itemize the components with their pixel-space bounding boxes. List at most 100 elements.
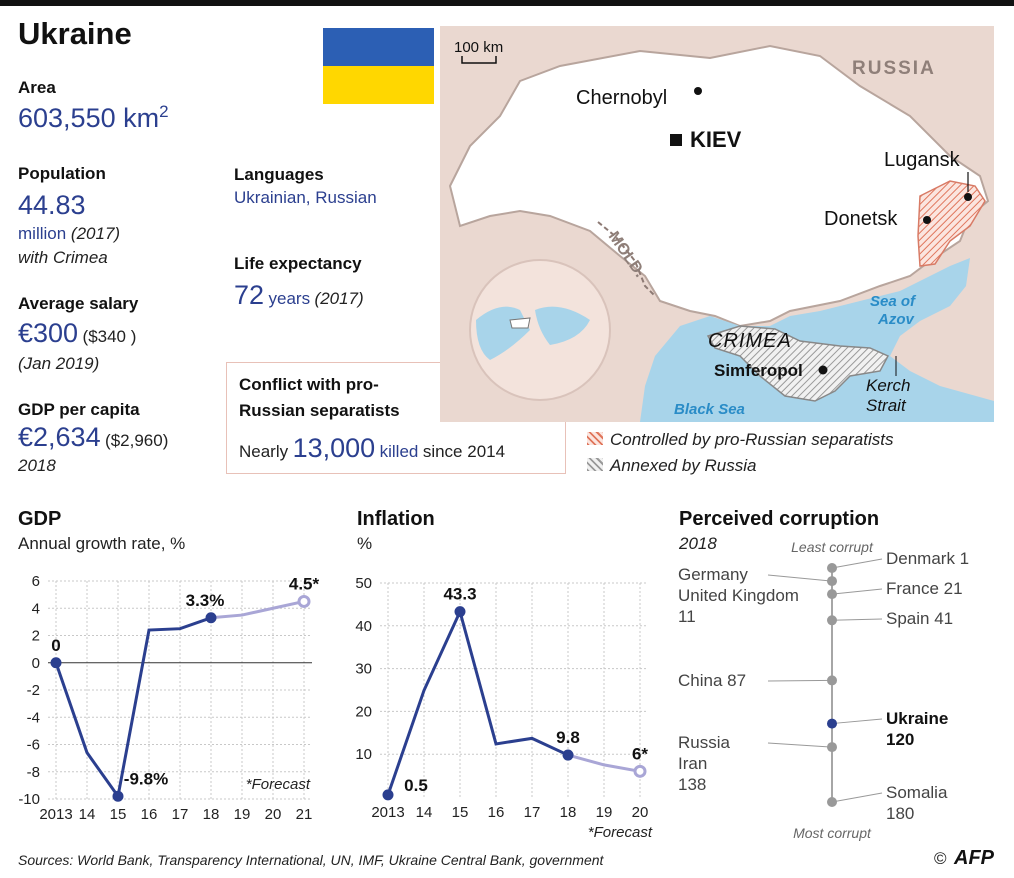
crimea-annexed bbox=[706, 325, 890, 402]
y-tick-label: 30 bbox=[355, 661, 372, 678]
data-point bbox=[297, 594, 311, 608]
kiev-marker bbox=[670, 134, 682, 146]
chernobyl-dot bbox=[694, 87, 702, 95]
corruption-marker bbox=[827, 589, 837, 600]
flag-blue-stripe bbox=[323, 28, 434, 66]
area-superscript: 2 bbox=[159, 102, 169, 121]
life-expectancy-year: (2017) bbox=[314, 289, 364, 308]
conflict-since: since 2014 bbox=[422, 442, 506, 461]
inflation-chart-title: Inflation bbox=[357, 508, 435, 530]
data-label: 43.3 bbox=[443, 585, 476, 604]
simferopol-dot bbox=[818, 365, 828, 375]
x-tick-label: 16 bbox=[141, 806, 158, 823]
corruption-marker bbox=[827, 615, 837, 626]
salary-usd: ($340 ) bbox=[82, 327, 137, 346]
salary-value: €300 bbox=[18, 318, 79, 348]
life-expectancy-label: Life expectancy bbox=[234, 254, 362, 273]
x-tick-label: 14 bbox=[79, 806, 96, 823]
life-expectancy-line: 72 years (2017) bbox=[234, 280, 364, 311]
simferopol-label: Simferopol bbox=[714, 361, 803, 380]
data-label: 4.5* bbox=[289, 574, 320, 593]
corruption-marker bbox=[827, 797, 837, 807]
donetsk-dot bbox=[923, 216, 931, 224]
corruption-leader bbox=[767, 742, 833, 748]
kerch-label-2: Strait bbox=[866, 396, 907, 415]
ukraine-territory bbox=[448, 44, 990, 328]
population-value: 44.83 bbox=[18, 190, 86, 220]
area-number: 603,550 km bbox=[18, 103, 160, 133]
corruption-entry-text: 180 bbox=[886, 804, 914, 823]
lugansk-dot bbox=[964, 193, 972, 201]
corruption-entry-text: 138 bbox=[678, 775, 706, 794]
y-tick-label: 10 bbox=[355, 746, 372, 763]
salary-date: (Jan 2019) bbox=[18, 354, 100, 373]
x-tick-label: 20 bbox=[265, 806, 282, 823]
x-tick-label: 16 bbox=[488, 804, 505, 821]
data-label: 6* bbox=[632, 744, 648, 763]
corruption-year: 2018 bbox=[679, 534, 717, 553]
population-label: Population bbox=[18, 164, 106, 183]
corruption-entry-text: Germany bbox=[678, 565, 748, 584]
corruption-entry-text: Somalia bbox=[886, 783, 948, 802]
salary-line: €300 ($340 ) bbox=[18, 318, 136, 349]
corruption-leader bbox=[831, 718, 883, 725]
data-point bbox=[50, 657, 62, 669]
gdp-chart-title: GDP bbox=[18, 508, 62, 530]
data-point bbox=[454, 606, 466, 618]
data-label: 9.8 bbox=[556, 728, 580, 747]
series-line-actual bbox=[54, 616, 212, 801]
x-tick-label: 18 bbox=[203, 806, 220, 823]
x-tick-label: 15 bbox=[452, 804, 469, 821]
x-tick-label: 21 bbox=[296, 806, 313, 823]
legend-controlled-swatch bbox=[587, 432, 603, 445]
locator-globe bbox=[469, 259, 611, 401]
globe-ukraine-highlight bbox=[509, 317, 531, 329]
languages-value: Ukrainian, Russian bbox=[234, 188, 377, 207]
data-label: -9.8% bbox=[124, 769, 168, 788]
legend-controlled-label: Controlled by pro-Russian separatists bbox=[610, 430, 894, 449]
black-sea-label: Black Sea bbox=[674, 401, 745, 418]
corruption-marker bbox=[827, 675, 837, 686]
corruption-entry-text: Iran bbox=[678, 754, 707, 773]
corruption-entry-text: 120 bbox=[886, 730, 914, 749]
gdp-per-capita-line: €2,634 ($2,960) bbox=[18, 422, 168, 453]
corruption-entry-text: Ukraine bbox=[886, 709, 948, 728]
population-unit: million bbox=[18, 224, 67, 243]
corruption-leader bbox=[831, 792, 883, 803]
crimea-label: CRIMEA bbox=[708, 330, 792, 352]
population-unit-line: million (2017) bbox=[18, 224, 120, 244]
data-label: 0 bbox=[51, 636, 60, 655]
y-tick-label: 0 bbox=[32, 655, 40, 672]
x-tick-label: 14 bbox=[416, 804, 433, 821]
flag-yellow-stripe bbox=[323, 66, 434, 104]
y-tick-label: -6 bbox=[27, 737, 40, 754]
corruption-entry-text: Russia bbox=[678, 733, 731, 752]
languages-label: Languages bbox=[234, 165, 324, 184]
x-tick-label: 19 bbox=[234, 806, 251, 823]
globe-circle bbox=[469, 259, 611, 401]
corruption-entry-text: China 87 bbox=[678, 671, 746, 690]
data-label: 0.5 bbox=[404, 776, 428, 795]
data-point bbox=[205, 612, 217, 624]
data-point bbox=[562, 749, 574, 761]
gdp-per-capita-value: €2,634 bbox=[18, 422, 101, 452]
corruption-scale: Least corrupt Most corrupt Denmark 1 German… bbox=[678, 539, 969, 841]
y-tick-label: -2 bbox=[27, 682, 40, 699]
x-tick-label: 17 bbox=[524, 804, 541, 821]
globe-sea-east bbox=[535, 306, 590, 345]
area-label: Area bbox=[18, 78, 56, 97]
inflation-chart-subtitle: % bbox=[357, 534, 373, 553]
y-tick-label: 6 bbox=[32, 573, 40, 590]
least-corrupt-label: Least corrupt bbox=[791, 539, 874, 555]
y-tick-label: 20 bbox=[355, 703, 372, 720]
conflict-pre: Nearly bbox=[239, 442, 289, 461]
scale-label: 100 km bbox=[454, 39, 503, 56]
afp-logo: AFP bbox=[954, 847, 994, 869]
conflict-title-1: Conflict with pro- bbox=[239, 375, 379, 394]
x-tick-label: 2013 bbox=[39, 806, 72, 823]
series-line-forecast bbox=[210, 599, 305, 620]
gdp-chart-subtitle: Annual growth rate, % bbox=[18, 534, 186, 553]
donetsk-label: Donetsk bbox=[824, 208, 898, 230]
scale-bar bbox=[461, 56, 497, 64]
corruption-leader bbox=[831, 558, 883, 569]
